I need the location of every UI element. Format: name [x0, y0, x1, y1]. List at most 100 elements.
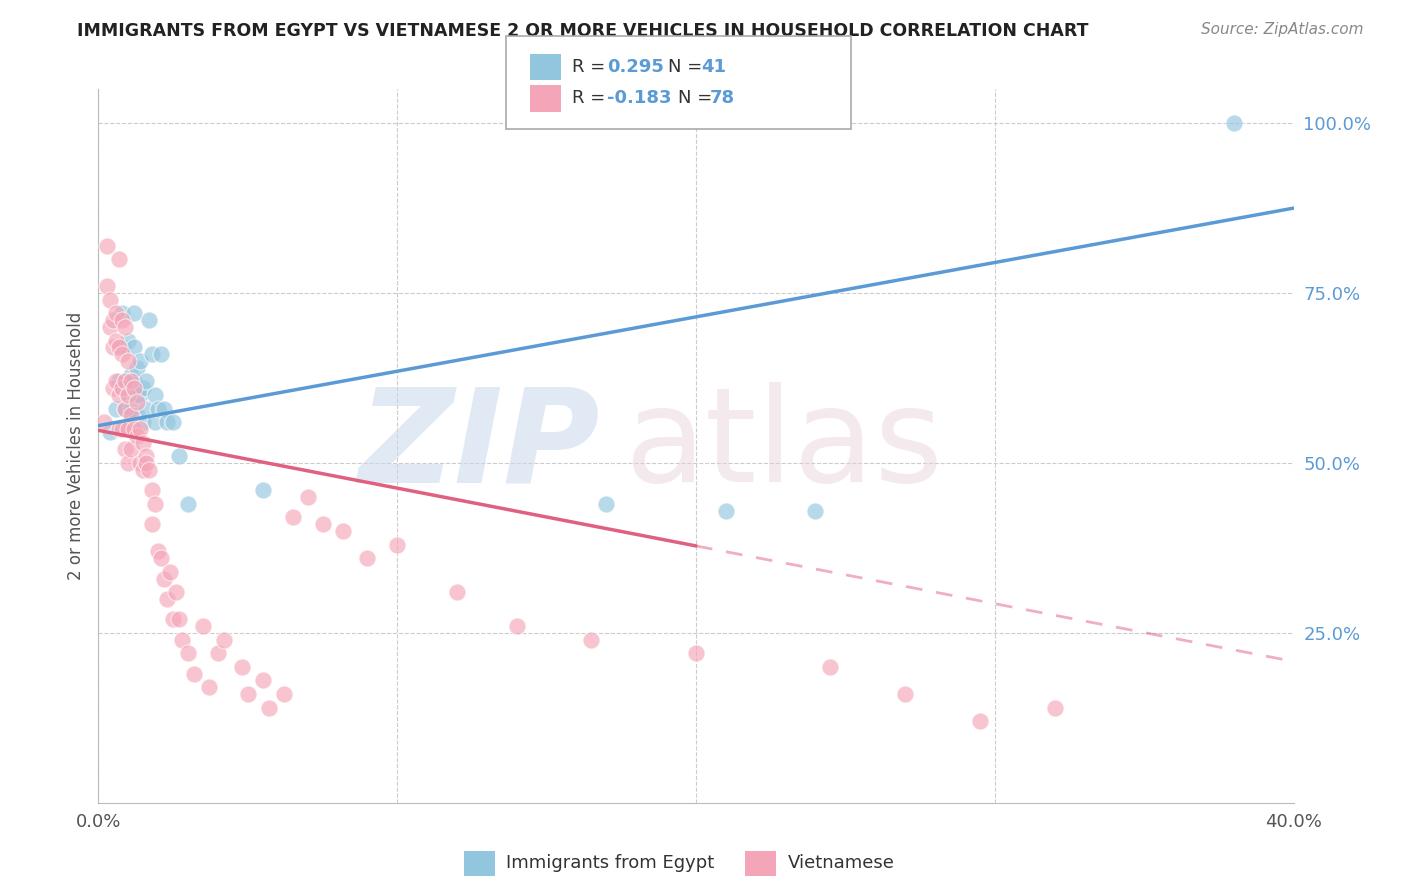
Point	[108, 252, 131, 266]
Point	[117, 354, 139, 368]
Point	[162, 612, 184, 626]
Point	[1223, 116, 1246, 130]
Point	[159, 565, 181, 579]
Point	[103, 313, 125, 327]
Point	[111, 313, 134, 327]
Point	[120, 375, 142, 389]
Point	[96, 279, 118, 293]
Point	[165, 585, 187, 599]
Point	[820, 660, 842, 674]
Point	[114, 375, 136, 389]
Point	[120, 442, 142, 457]
Point	[172, 632, 194, 647]
Text: N =: N =	[678, 89, 717, 107]
Text: R =: R =	[572, 89, 612, 107]
Point	[177, 646, 200, 660]
Point	[311, 517, 333, 532]
Point	[162, 415, 184, 429]
Point	[103, 381, 125, 395]
Point	[506, 619, 529, 633]
Point	[111, 347, 134, 361]
Point	[105, 401, 128, 416]
Point	[153, 401, 176, 416]
Point	[138, 463, 160, 477]
Point	[191, 619, 214, 633]
Point	[141, 347, 163, 361]
Point	[132, 381, 155, 395]
Point	[96, 238, 118, 252]
Point	[446, 585, 468, 599]
Point	[114, 320, 136, 334]
Point	[127, 360, 149, 375]
Point	[141, 483, 163, 498]
Point	[98, 425, 122, 440]
Point	[969, 714, 991, 729]
Point	[198, 680, 221, 694]
Point	[297, 490, 319, 504]
Point	[141, 517, 163, 532]
Text: R =: R =	[572, 58, 612, 76]
Point	[105, 306, 128, 320]
Point	[103, 341, 125, 355]
Point	[114, 401, 136, 416]
Point	[114, 401, 136, 416]
Point	[150, 551, 173, 566]
Text: Vietnamese: Vietnamese	[787, 855, 894, 872]
Point	[124, 381, 146, 395]
Point	[148, 401, 170, 416]
Point	[114, 375, 136, 389]
Point	[114, 422, 136, 436]
Point	[212, 632, 235, 647]
Point	[129, 388, 152, 402]
Text: 41: 41	[702, 58, 727, 76]
Point	[252, 673, 274, 688]
Point	[108, 341, 131, 355]
Point	[127, 429, 149, 443]
Point	[111, 341, 134, 355]
Point	[108, 388, 131, 402]
Point	[124, 422, 146, 436]
Point	[117, 422, 139, 436]
Point	[120, 415, 142, 429]
Point	[135, 375, 157, 389]
Point	[124, 306, 146, 320]
Point	[894, 687, 917, 701]
Point	[581, 632, 603, 647]
Point	[111, 306, 134, 320]
Point	[1043, 700, 1066, 714]
Text: 78: 78	[710, 89, 735, 107]
Point	[132, 415, 155, 429]
Point	[105, 334, 128, 348]
Point	[117, 388, 139, 402]
Text: Immigrants from Egypt: Immigrants from Egypt	[506, 855, 714, 872]
Point	[135, 449, 157, 463]
Point	[132, 463, 155, 477]
Point	[257, 700, 280, 714]
Point	[685, 646, 707, 660]
Point	[111, 422, 134, 436]
Point	[120, 368, 142, 382]
Point	[356, 551, 378, 566]
Point	[385, 537, 409, 551]
Point	[132, 435, 155, 450]
Point	[183, 666, 205, 681]
Point	[167, 449, 190, 463]
Point	[804, 503, 827, 517]
Text: atlas: atlas	[624, 383, 943, 509]
Point	[332, 524, 354, 538]
Point	[127, 394, 149, 409]
Point	[127, 388, 149, 402]
Point	[124, 375, 146, 389]
Point	[143, 415, 166, 429]
Point	[117, 456, 139, 470]
Point	[117, 388, 139, 402]
Y-axis label: 2 or more Vehicles in Household: 2 or more Vehicles in Household	[66, 312, 84, 580]
Point	[156, 591, 179, 606]
Point	[117, 334, 139, 348]
Text: IMMIGRANTS FROM EGYPT VS VIETNAMESE 2 OR MORE VEHICLES IN HOUSEHOLD CORRELATION : IMMIGRANTS FROM EGYPT VS VIETNAMESE 2 OR…	[77, 22, 1088, 40]
Point	[98, 293, 122, 307]
Point	[595, 497, 617, 511]
Point	[148, 544, 170, 558]
Point	[143, 497, 166, 511]
Point	[105, 375, 128, 389]
